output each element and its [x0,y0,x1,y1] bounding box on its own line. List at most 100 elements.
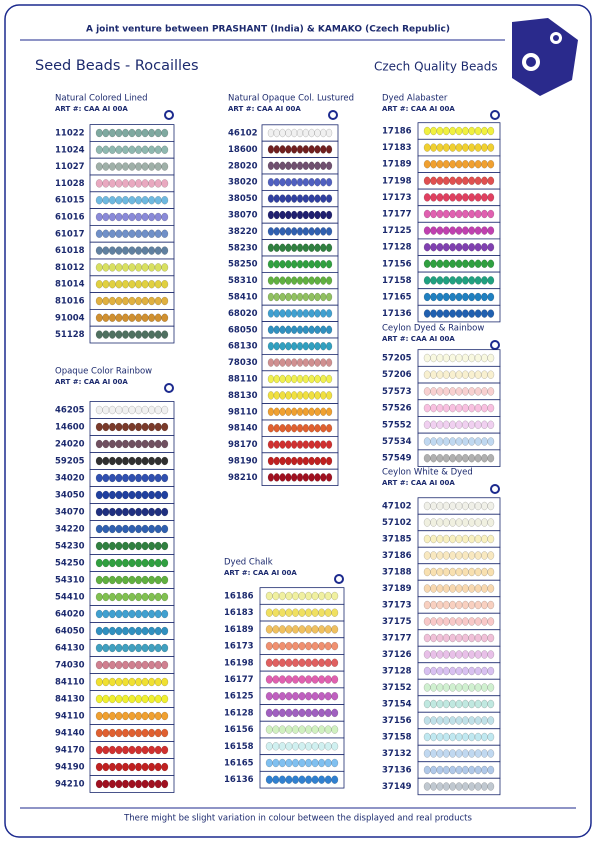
bead-code: 64050 [55,627,85,637]
bead [449,193,457,202]
bead [314,194,321,203]
bead [285,292,292,302]
bead [95,626,103,636]
bead [128,330,136,339]
bead [161,592,169,602]
bead [279,243,286,253]
art-number: ART #: CAA AI 00A [382,105,455,113]
bead [461,584,469,593]
bead [302,391,309,400]
bead [430,226,437,235]
bead [430,159,437,169]
bead [108,694,116,704]
bead [455,276,463,285]
bead [135,473,143,483]
bead [436,370,444,379]
bead [474,716,482,725]
bead [461,437,469,446]
bead [461,782,469,791]
bead [474,309,482,318]
bead [95,456,103,466]
bead-code: 91004 [55,313,85,323]
bead [102,745,110,755]
bead [320,227,327,236]
bead [161,229,169,239]
bead [468,143,476,152]
bead [461,209,469,219]
bead [141,330,149,339]
bead [325,325,333,335]
bead [273,423,280,433]
bead [154,558,162,568]
bead [115,626,123,636]
bead [291,456,298,466]
bead [436,501,444,511]
section-icon [164,383,174,393]
bead [449,501,457,511]
bead [296,456,304,466]
bead-code: 37132 [382,749,412,759]
bead [474,176,482,186]
bead [449,226,457,235]
bead [121,179,129,188]
bead [474,403,482,413]
bead-code: 34220 [55,525,85,535]
bead [430,309,437,318]
bead [154,779,162,789]
bead [108,279,116,289]
bead [487,617,495,626]
bead [296,145,304,154]
bead [108,330,116,339]
bead [455,749,463,758]
bead [121,507,129,517]
bead [154,609,162,619]
bead [423,226,431,235]
bead [161,626,169,636]
bead [302,161,309,171]
bead [481,209,488,219]
bead [311,658,319,668]
bead [102,179,110,188]
bead [481,437,488,446]
bead [135,524,143,534]
bead [141,762,149,772]
bead [481,518,488,527]
bead [278,675,286,684]
bead [279,407,286,417]
bead [291,440,298,449]
bead-code: 37185 [382,535,412,545]
bead [449,309,457,318]
bead [108,660,116,670]
bead [161,558,169,568]
bead [273,309,280,318]
bead [430,716,437,725]
bead [305,591,313,601]
bead [108,313,116,323]
bead [305,708,313,718]
bead [442,765,450,775]
bead [154,592,162,602]
bead [311,641,319,651]
bead [302,194,309,203]
bead [468,765,476,775]
bead [302,325,309,335]
bead [468,387,476,396]
bead-code: 37188 [382,568,412,578]
bead [331,641,339,651]
bead [148,145,156,155]
bead [121,128,129,138]
bead [115,541,123,551]
bead [461,353,469,363]
bead [161,456,169,466]
bead [325,407,333,417]
bead [455,650,463,659]
bead-code: 37158 [382,733,412,743]
bead [487,518,495,527]
bead-code: 81014 [55,280,85,290]
bead [265,725,273,734]
bead [442,716,450,725]
bead [291,473,298,482]
bead [442,242,450,252]
bead [265,742,273,751]
bead [325,473,333,482]
